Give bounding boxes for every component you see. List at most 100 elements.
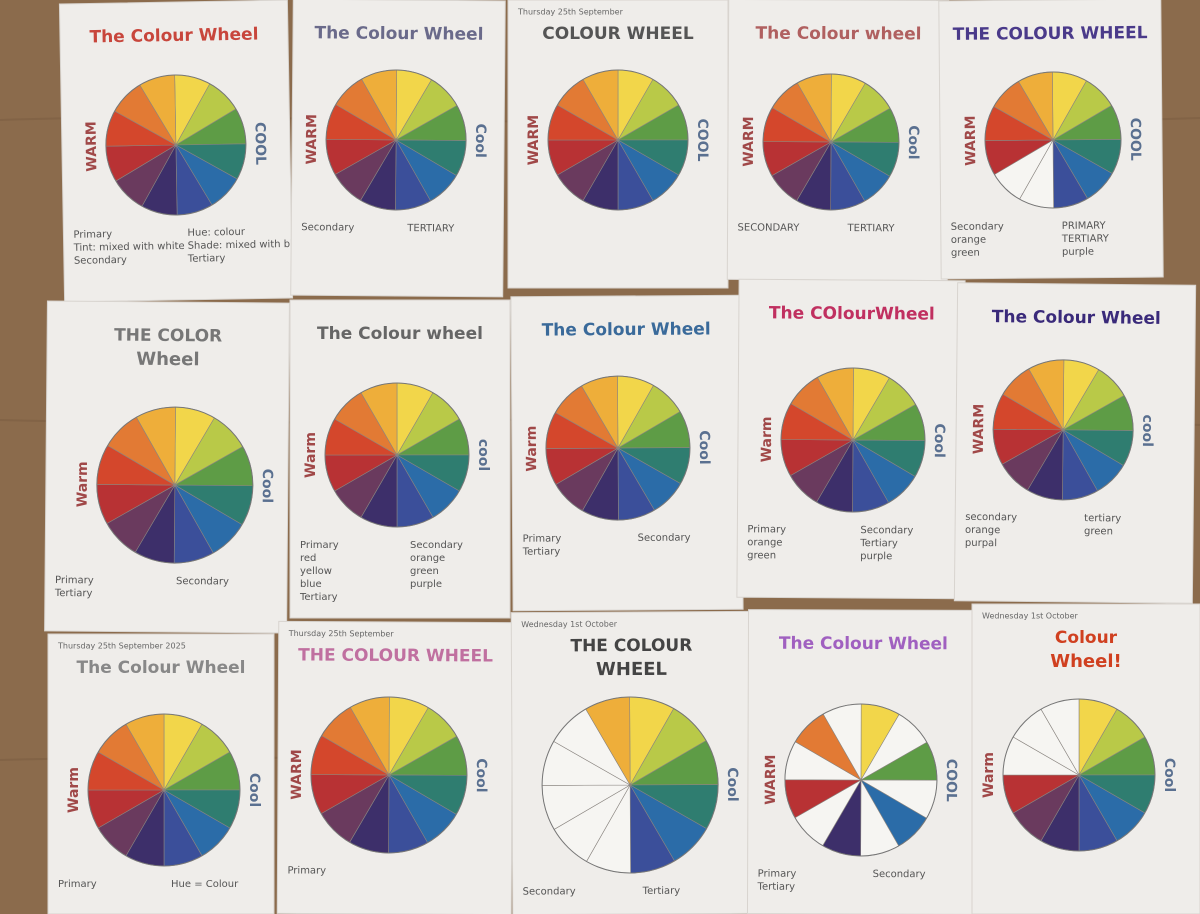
- note: secondary: [965, 512, 1017, 524]
- cool-label: cool: [475, 439, 491, 471]
- note: Tertiary: [642, 886, 681, 897]
- warm-label: WARM: [304, 114, 320, 165]
- note: purple: [860, 551, 892, 562]
- cool-label: Cool: [259, 469, 275, 503]
- cool-label: Cool: [905, 125, 921, 159]
- note: blue: [300, 579, 322, 590]
- title: THE COLOUR WHEEL: [953, 23, 1148, 45]
- wheel-outline: [762, 73, 900, 211]
- colour-wheel: [325, 69, 467, 211]
- cool-label: Cool: [1161, 758, 1177, 792]
- warm-label: Warm: [75, 461, 91, 507]
- note: green: [1084, 526, 1113, 537]
- title: THE COLOR: [114, 326, 222, 347]
- note: Tertiary: [54, 588, 93, 599]
- note: purpal: [965, 538, 997, 549]
- cool-label: Cool: [696, 430, 712, 464]
- cool-label: COOL: [694, 119, 710, 162]
- wheel-outline: [324, 382, 470, 528]
- note: Tertiary: [859, 538, 898, 549]
- title: The Colour Wheel: [779, 634, 948, 655]
- wheel-outline: [780, 367, 926, 513]
- note: Primary: [300, 540, 339, 551]
- note: tertiary: [1084, 513, 1121, 524]
- note: Primary: [58, 879, 97, 890]
- wheel-outline: [541, 696, 719, 874]
- title: The Colour Wheel: [314, 23, 483, 44]
- date: Wednesday 1st October: [521, 620, 618, 630]
- wheel-outline: [992, 359, 1134, 501]
- colour-wheel: [105, 74, 247, 216]
- title: The Colour wheel: [756, 24, 922, 45]
- note: Hue: colour: [187, 227, 246, 239]
- note: Primary: [73, 229, 112, 241]
- note: Secondary: [638, 533, 691, 544]
- note: Primary: [287, 865, 326, 876]
- cool-label: COOL: [943, 759, 959, 802]
- note: red: [300, 553, 316, 564]
- colour-wheel: [541, 696, 719, 874]
- title: Colour: [1055, 628, 1118, 648]
- note: Secondary: [301, 222, 354, 233]
- wheel-outline: [310, 696, 468, 854]
- note: orange: [951, 235, 986, 246]
- warm-label: WARM: [526, 115, 542, 165]
- wheel-outline: [105, 74, 247, 216]
- colour-wheel: [96, 406, 254, 564]
- warm-label: Warm: [759, 416, 775, 462]
- worksheet: The Colour Wheel Warm Cool Primary Secondary…: [510, 294, 744, 612]
- note: Secondary: [951, 221, 1004, 232]
- title: THE COLOUR: [570, 636, 692, 657]
- wheel-outline: [545, 375, 691, 521]
- title: The Colour Wheel: [992, 307, 1161, 329]
- note: Secondary: [410, 540, 463, 551]
- worksheet: The Colour wheel WARM Cool SECONDARY TERTIAR…: [726, 0, 950, 282]
- title: The Colour Wheel: [542, 319, 711, 340]
- note: Secondary: [74, 255, 127, 267]
- wheel-outline: [547, 69, 689, 211]
- title: The COlourWheel: [769, 303, 935, 324]
- cool-label: Cool: [473, 758, 489, 792]
- cool-label: Cool: [724, 767, 740, 801]
- warm-label: WARM: [763, 754, 779, 804]
- subtitle: WHEEL: [596, 659, 667, 680]
- note: orange: [410, 553, 445, 564]
- colour-wheel: [545, 375, 691, 521]
- colour-wheel: [984, 71, 1122, 209]
- worksheet: The Colour wheel Warm cool Primary Secondary…: [289, 299, 511, 619]
- warm-label: Warm: [981, 752, 997, 798]
- date: Wednesday 1st October: [982, 612, 1079, 621]
- note: PRIMARY: [1062, 221, 1107, 232]
- cool-label: COOL: [252, 122, 269, 165]
- worksheet: Thursday 25th September COLOUR WHEEL WARM C…: [507, 0, 729, 289]
- worksheet: Thursday 25th September 2025 The Colour W…: [47, 633, 275, 914]
- cool-label: Cool: [472, 123, 488, 157]
- worksheet: Thursday 25th September THE COLOUR WHEEL W…: [276, 620, 514, 914]
- warm-label: Warm: [66, 767, 82, 813]
- note: TERTIARY: [406, 223, 455, 234]
- worksheet: The Colour Wheel WARM cool secondary tertiar…: [953, 282, 1197, 604]
- note: Tertiary: [757, 882, 796, 893]
- warm-label: WARM: [83, 121, 100, 172]
- note: Secondary: [873, 869, 926, 880]
- title: The Colour Wheel: [77, 658, 246, 678]
- note: SECONDARY: [738, 222, 801, 233]
- note: purple: [1062, 247, 1094, 258]
- note: orange: [965, 525, 1000, 536]
- warm-label: WARM: [971, 404, 988, 455]
- colour-wheel: [780, 367, 926, 513]
- note: Primary: [55, 575, 94, 586]
- note: Primary: [523, 533, 562, 544]
- note: purple: [410, 579, 442, 590]
- title: The Colour wheel: [317, 324, 483, 344]
- note: orange: [747, 537, 782, 548]
- worksheet: THE COLOUR WHEEL WARM COOL Secondary PRIMARY…: [938, 0, 1164, 280]
- note: green: [951, 248, 980, 259]
- note: green: [747, 550, 776, 561]
- note: TERTIARY: [847, 223, 896, 234]
- wheel-outline: [1002, 698, 1156, 852]
- worksheet: The Colour Wheel WARM COOL Primary Secondary…: [746, 609, 980, 914]
